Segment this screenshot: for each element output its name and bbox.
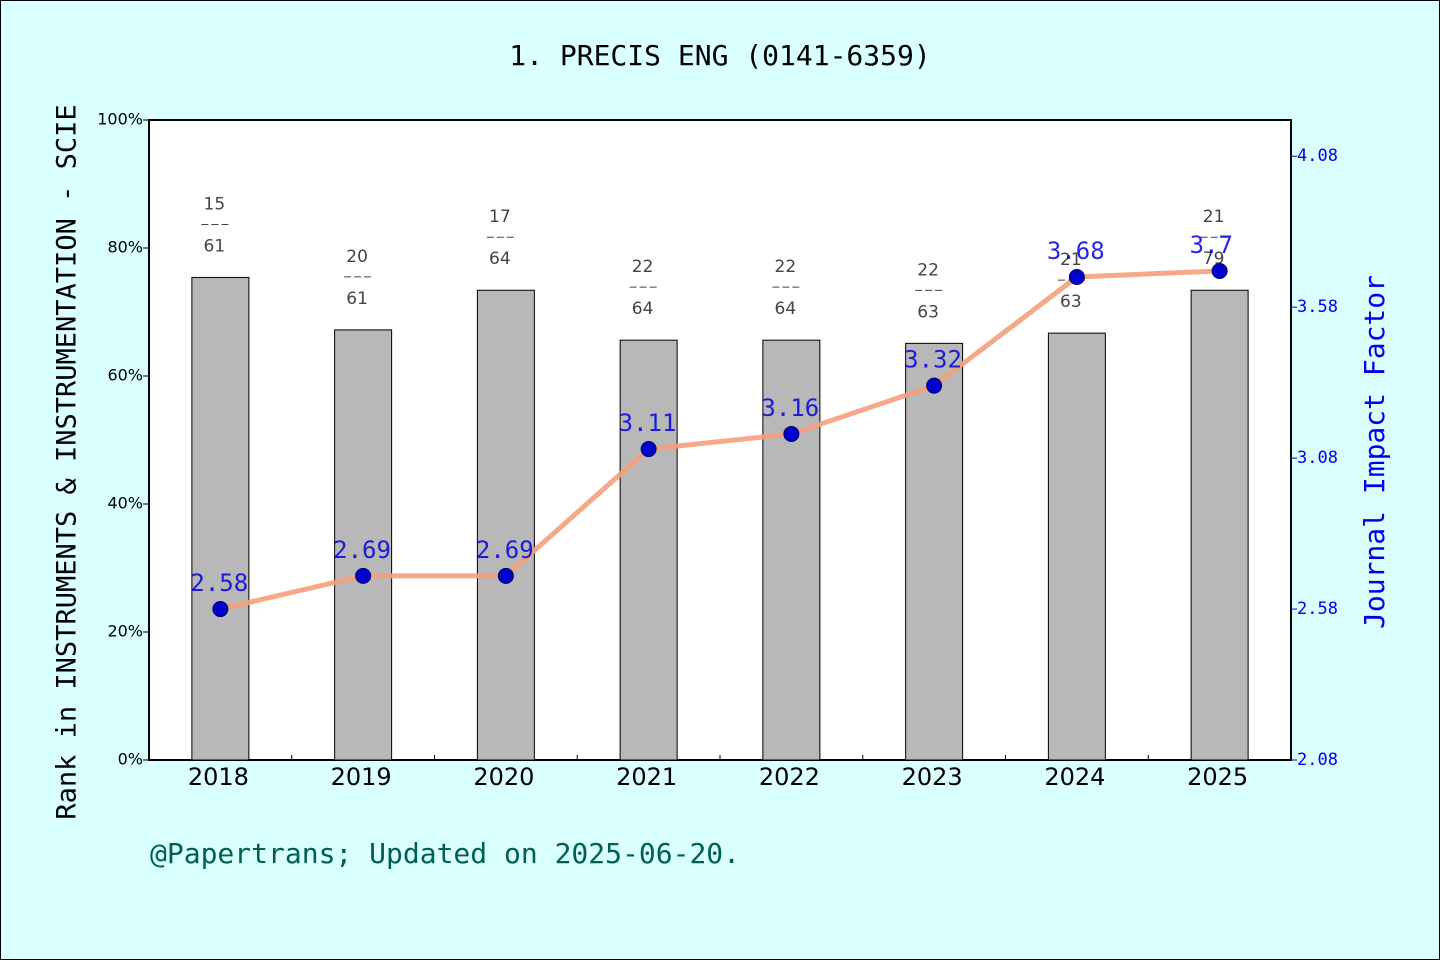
- value-label: 3.7: [1190, 231, 1233, 259]
- bar: [619, 339, 678, 761]
- y2-tick-label: 4.08: [1297, 146, 1338, 166]
- y2-tick-label: 3.58: [1297, 297, 1338, 317]
- y-tick-label: 60%: [107, 366, 143, 385]
- rank-label: 22: [632, 257, 654, 277]
- total-label: 64: [632, 299, 654, 319]
- value-label: 3.68: [1047, 237, 1105, 265]
- rank-label: 22: [775, 257, 797, 277]
- total-label: 63: [917, 302, 939, 322]
- rank-label: 20: [346, 247, 368, 267]
- line: [219, 268, 1220, 612]
- x-tick-label: 2022: [759, 763, 820, 791]
- line-marker: [1068, 268, 1085, 285]
- rank-label: 17: [489, 207, 511, 227]
- y2-tick-label: 2.58: [1297, 599, 1338, 619]
- line-marker: [640, 441, 657, 458]
- y2-tick-label: 2.08: [1297, 750, 1338, 770]
- bar: [334, 329, 393, 761]
- y-tick-label: 100%: [97, 110, 143, 129]
- bar: [476, 289, 535, 761]
- y2-axis-label: Journal Impact Factor: [1358, 275, 1391, 629]
- x-tick-label: 2025: [1187, 763, 1248, 791]
- y2-tick-label: 3.08: [1297, 448, 1338, 468]
- value-label: 2.58: [190, 569, 248, 597]
- line-marker: [1211, 262, 1228, 279]
- chart-title: 1. PRECIS ENG (0141-6359): [509, 39, 930, 72]
- y-tick-label: 40%: [107, 494, 143, 513]
- bar: [762, 339, 821, 761]
- total-label: 61: [204, 236, 226, 256]
- total-label: 61: [346, 289, 368, 309]
- rank-label: 21: [1060, 250, 1082, 270]
- y-tick-label: 20%: [107, 622, 143, 641]
- rank-label: 22: [917, 260, 939, 280]
- y-tick-label: 80%: [107, 238, 143, 257]
- bar: [191, 276, 250, 761]
- line-marker: [783, 425, 800, 442]
- line-marker: [497, 567, 514, 584]
- bar: [1190, 289, 1249, 761]
- rank-label: 21: [1203, 207, 1225, 227]
- total-label: 63: [1060, 292, 1082, 312]
- line-marker: [212, 601, 229, 618]
- x-tick-label: 2021: [616, 763, 677, 791]
- x-tick-label: 2023: [902, 763, 963, 791]
- value-label: 3.16: [761, 394, 819, 422]
- total-label: 64: [775, 299, 797, 319]
- line-marker: [926, 377, 943, 394]
- footer: @Papertrans; Updated on 2025-06-20.: [150, 837, 740, 870]
- value-label: 3.32: [904, 346, 962, 374]
- value-label: 3.11: [619, 409, 677, 437]
- rank-label: 15: [204, 194, 226, 214]
- total-label: 64: [489, 249, 511, 269]
- y-tick-label: 0%: [118, 750, 143, 769]
- value-label: 2.69: [333, 536, 391, 564]
- bar: [905, 342, 964, 761]
- bar: [1047, 332, 1106, 761]
- value-label: 2.69: [476, 536, 534, 564]
- x-tick-label: 2024: [1044, 763, 1105, 791]
- line-marker: [355, 567, 372, 584]
- x-tick-label: 2019: [331, 763, 392, 791]
- x-tick-label: 2020: [473, 763, 534, 791]
- y-axis-label: Rank in INSTRUMENTS & INSTRUMENTATION - …: [52, 104, 83, 819]
- x-tick-label: 2018: [188, 763, 249, 791]
